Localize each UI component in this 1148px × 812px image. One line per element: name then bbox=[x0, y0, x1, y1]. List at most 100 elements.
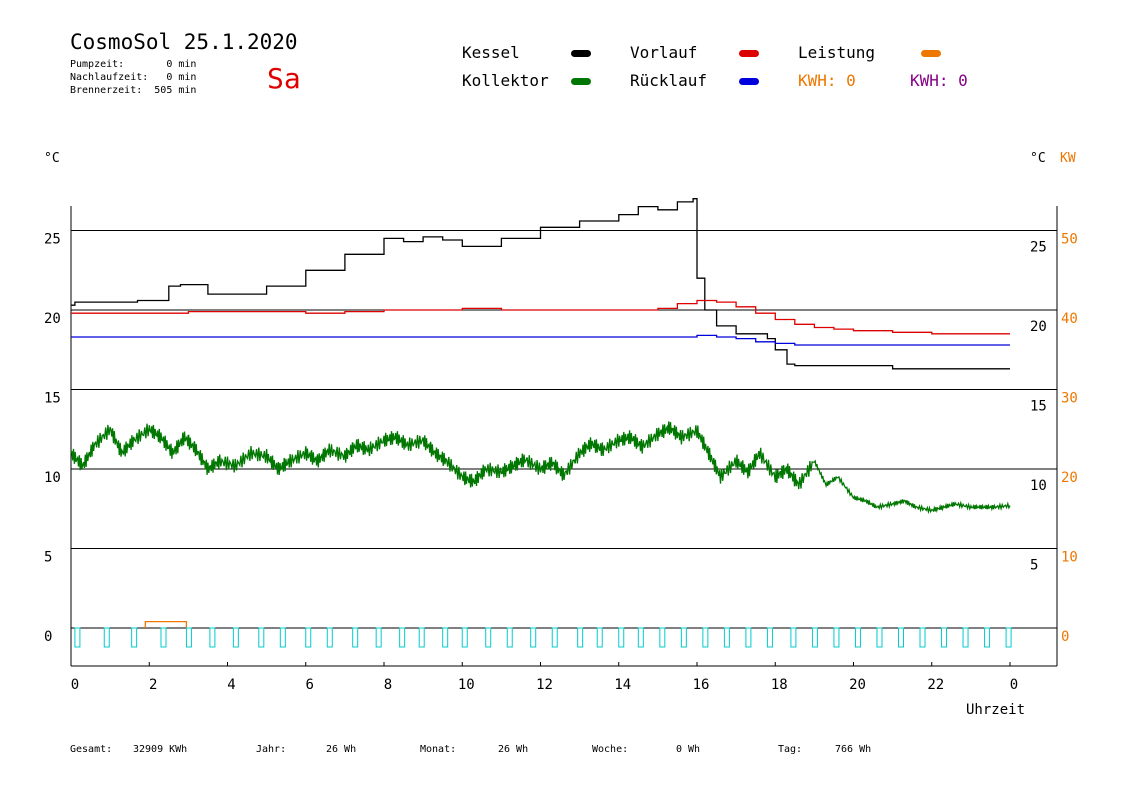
pump-pulse-mark bbox=[305, 627, 312, 648]
pump-pulse-mark bbox=[185, 627, 192, 648]
pump-pulse-mark bbox=[506, 627, 513, 648]
right-tick-label: 25 bbox=[1030, 240, 1047, 256]
pump-pulse-mark bbox=[232, 627, 239, 648]
pump-pulse-mark bbox=[854, 627, 861, 648]
pump-pulse-mark bbox=[442, 627, 449, 648]
pump-pulse-mark bbox=[418, 627, 425, 648]
pump-pulse-mark bbox=[326, 627, 333, 648]
pump-pulse-mark bbox=[723, 627, 730, 648]
series-line-ruecklauf bbox=[71, 334, 1010, 346]
footer-tag-label: Tag: bbox=[778, 744, 803, 755]
kw-tick-label: 30 bbox=[1061, 391, 1078, 407]
pump-pulse-mark bbox=[876, 627, 883, 648]
left-tick-label: 25 bbox=[44, 232, 61, 248]
x-tick-label: 14 bbox=[614, 677, 631, 693]
pump-pulse-mark bbox=[596, 627, 603, 648]
pump-pulse-mark bbox=[485, 627, 492, 648]
pump-pulse-mark bbox=[258, 627, 265, 648]
legend-kessel-label: Kessel bbox=[462, 43, 520, 62]
pump-pulse-mark bbox=[131, 627, 138, 648]
footer-woche-value: 0 Wh bbox=[676, 744, 701, 755]
legend-ruecklauf-label: Rücklauf bbox=[630, 71, 708, 90]
series-line-leistung bbox=[144, 620, 188, 628]
pump-pulse-mark bbox=[745, 627, 752, 648]
pump-pulse-mark bbox=[160, 627, 167, 648]
pump-pulse-mark bbox=[577, 627, 584, 648]
right-tick-label: 5 bbox=[1030, 558, 1038, 574]
pump-pulse-mark bbox=[680, 627, 687, 648]
pump-pulse-mark bbox=[637, 627, 644, 648]
legend-kollektor-swatch bbox=[571, 78, 591, 85]
pump-pulse-mark bbox=[659, 627, 666, 648]
left-tick-label: 15 bbox=[44, 391, 61, 407]
right-tick-label: 20 bbox=[1030, 319, 1047, 335]
footer-jahr-label: Jahr: bbox=[256, 744, 287, 755]
legend-kwh-leistung: KWH: 0 bbox=[798, 71, 856, 90]
kw-tick-label: 10 bbox=[1061, 550, 1078, 566]
pump-pulse-mark bbox=[766, 627, 773, 648]
x-tick-label: 18 bbox=[771, 677, 788, 693]
footer-gesamt-label: Gesamt: bbox=[70, 744, 113, 755]
x-tick-label: 0 bbox=[1010, 677, 1018, 693]
pump-pulse-mark bbox=[702, 627, 709, 648]
x-tick-label: 22 bbox=[927, 677, 944, 693]
footer-monat-value: 26 Wh bbox=[498, 744, 529, 755]
left-tick-label: 20 bbox=[44, 311, 61, 327]
footer-woche-label: Woche: bbox=[592, 744, 629, 755]
x-tick-label: 12 bbox=[536, 677, 553, 693]
brennerzeit-text: Brennerzeit: 505 min bbox=[70, 85, 197, 96]
left-tick-label: 5 bbox=[44, 550, 52, 566]
legend-kollektor-label: Kollektor bbox=[462, 71, 549, 90]
legend-kwh-secondary: KWH: 0 bbox=[910, 71, 968, 90]
left-tick-label: 10 bbox=[44, 470, 61, 486]
legend-leistung-label: Leistung bbox=[798, 43, 876, 62]
legend-leistung-swatch bbox=[921, 50, 941, 57]
pump-pulse-mark bbox=[551, 627, 558, 648]
series-line-kessel bbox=[71, 198, 1010, 370]
x-axis-label: Uhrzeit bbox=[966, 702, 1026, 718]
kw-tick-label: 50 bbox=[1061, 232, 1078, 248]
right-axis-kw-unit: KW bbox=[1060, 151, 1076, 166]
kw-tick-label: 20 bbox=[1061, 470, 1078, 486]
pump-pulse-mark bbox=[962, 627, 969, 648]
pump-pulse-mark bbox=[790, 627, 797, 648]
pump-pulse-mark bbox=[399, 627, 406, 648]
right-tick-label: 15 bbox=[1030, 399, 1047, 415]
footer-jahr-value: 26 Wh bbox=[326, 744, 357, 755]
x-tick-label: 4 bbox=[227, 677, 235, 693]
pump-pulse-mark bbox=[461, 627, 468, 648]
x-tick-label: 8 bbox=[384, 677, 392, 693]
pump-pulse-mark bbox=[375, 627, 382, 648]
right-tick-label: 10 bbox=[1030, 478, 1047, 494]
pump-pulse-mark bbox=[897, 627, 904, 648]
pumpzeit-text: Pumpzeit: 0 min bbox=[70, 59, 197, 70]
pump-pulse-mark bbox=[209, 627, 216, 648]
weekday-label: Sa bbox=[267, 62, 301, 95]
pump-pulse-mark bbox=[941, 627, 948, 648]
series-line-vorlauf bbox=[71, 299, 1010, 335]
pump-pulse-mark bbox=[811, 627, 818, 648]
pump-pulse-mark bbox=[74, 627, 81, 648]
x-tick-label: 6 bbox=[306, 677, 314, 693]
pump-pulse-mark bbox=[352, 627, 359, 648]
x-tick-label: 10 bbox=[458, 677, 475, 693]
footer-gesamt-value: 32909 KWh bbox=[133, 744, 188, 755]
footer-tag-value: 766 Wh bbox=[835, 744, 872, 755]
pump-pulse-mark bbox=[984, 627, 991, 648]
legend-vorlauf-label: Vorlauf bbox=[630, 43, 698, 62]
x-tick-label: 2 bbox=[149, 677, 157, 693]
footer-monat-label: Monat: bbox=[420, 744, 457, 755]
pump-pulse-mark bbox=[833, 627, 840, 648]
pump-pulse-mark bbox=[279, 627, 286, 648]
legend-kessel-swatch bbox=[571, 50, 591, 57]
pump-pulse-mark bbox=[1005, 627, 1012, 648]
pump-pulse-mark bbox=[919, 627, 926, 648]
x-tick-label: 20 bbox=[849, 677, 866, 693]
left-tick-label: 0 bbox=[44, 629, 52, 645]
left-axis-unit: °C bbox=[44, 151, 60, 166]
nachlaufzeit-text: Nachlaufzeit: 0 min bbox=[70, 72, 197, 83]
kw-tick-label: 0 bbox=[1061, 629, 1069, 645]
legend-ruecklauf-swatch bbox=[739, 78, 759, 85]
pump-pulse-mark bbox=[618, 627, 625, 648]
